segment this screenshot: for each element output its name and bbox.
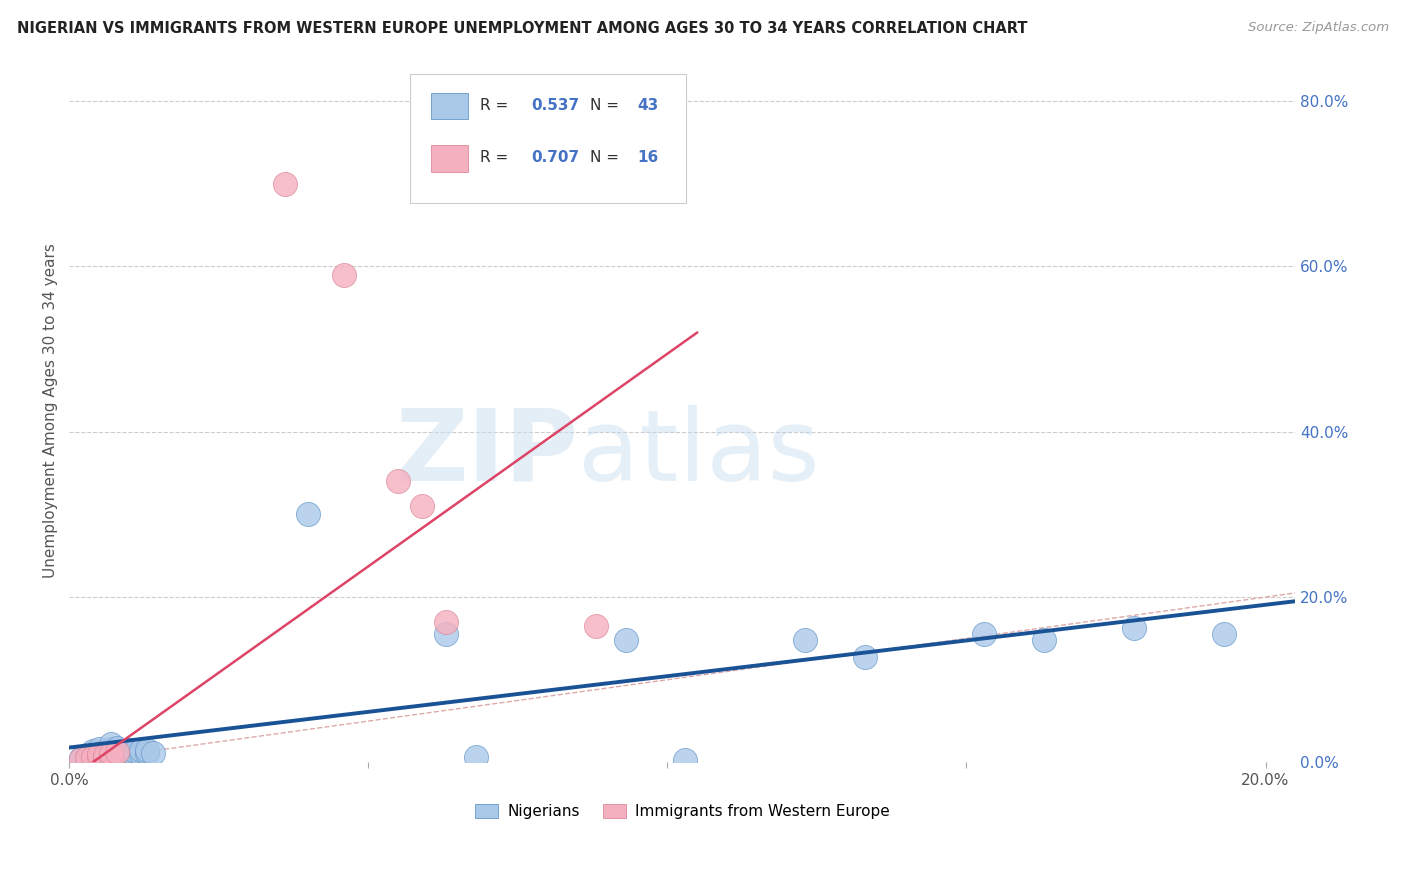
Point	[100, 749, 122, 764]
Point	[94, 747, 117, 762]
Point	[105, 745, 128, 759]
Point	[70, 751, 93, 765]
Point	[1033, 633, 1056, 648]
Point	[273, 177, 295, 191]
Point	[136, 743, 159, 757]
Point	[1212, 627, 1234, 641]
Text: N =: N =	[591, 151, 624, 166]
Point	[89, 742, 111, 756]
Point	[82, 748, 104, 763]
Point	[1123, 622, 1146, 636]
Point	[112, 747, 135, 762]
Point	[100, 748, 122, 763]
Point	[76, 747, 98, 762]
FancyBboxPatch shape	[411, 74, 686, 203]
Point	[76, 751, 98, 765]
Text: N =: N =	[591, 98, 624, 112]
Point	[387, 475, 409, 489]
Point	[124, 747, 146, 762]
Point	[333, 268, 356, 282]
Point	[673, 753, 696, 767]
Point	[82, 744, 104, 758]
Point	[142, 746, 165, 760]
Point	[297, 508, 319, 522]
Point	[89, 749, 111, 764]
Point	[853, 649, 876, 664]
Point	[100, 742, 122, 756]
Text: 0.537: 0.537	[531, 98, 579, 112]
Point	[614, 633, 637, 648]
FancyBboxPatch shape	[432, 145, 468, 172]
Point	[100, 746, 122, 760]
Text: 0.707: 0.707	[531, 151, 579, 166]
Text: atlas: atlas	[578, 405, 820, 501]
Text: ZIP: ZIP	[395, 405, 578, 501]
Point	[89, 746, 111, 760]
Point	[105, 748, 128, 763]
Point	[434, 627, 457, 641]
Point	[112, 744, 135, 758]
Point	[94, 745, 117, 759]
Point	[94, 751, 117, 765]
Point	[89, 747, 111, 761]
Point	[794, 633, 817, 648]
Point	[100, 737, 122, 751]
Text: NIGERIAN VS IMMIGRANTS FROM WESTERN EUROPE UNEMPLOYMENT AMONG AGES 30 TO 34 YEAR: NIGERIAN VS IMMIGRANTS FROM WESTERN EURO…	[17, 21, 1028, 36]
Point	[89, 751, 111, 765]
Point	[105, 740, 128, 755]
Point	[76, 750, 98, 764]
Point	[465, 750, 488, 764]
Point	[434, 615, 457, 629]
FancyBboxPatch shape	[432, 93, 468, 120]
Text: 16: 16	[637, 151, 658, 166]
Point	[118, 743, 141, 757]
Legend: Nigerians, Immigrants from Western Europe: Nigerians, Immigrants from Western Europ…	[470, 797, 896, 825]
Point	[105, 745, 128, 759]
Point	[100, 747, 122, 761]
Point	[89, 748, 111, 763]
Point	[136, 747, 159, 761]
Text: R =: R =	[479, 98, 513, 112]
Point	[129, 743, 152, 757]
Point	[82, 747, 104, 761]
Point	[118, 747, 141, 761]
Point	[585, 619, 607, 633]
Point	[94, 750, 117, 764]
Point	[82, 750, 104, 764]
Text: Source: ZipAtlas.com: Source: ZipAtlas.com	[1249, 21, 1389, 34]
Text: R =: R =	[479, 151, 513, 166]
Point	[973, 627, 995, 641]
Point	[82, 751, 104, 765]
Point	[411, 499, 433, 513]
Y-axis label: Unemployment Among Ages 30 to 34 years: Unemployment Among Ages 30 to 34 years	[44, 244, 58, 578]
Point	[94, 747, 117, 762]
Point	[124, 744, 146, 758]
Point	[129, 747, 152, 761]
Text: 43: 43	[637, 98, 658, 112]
Point	[70, 752, 93, 766]
